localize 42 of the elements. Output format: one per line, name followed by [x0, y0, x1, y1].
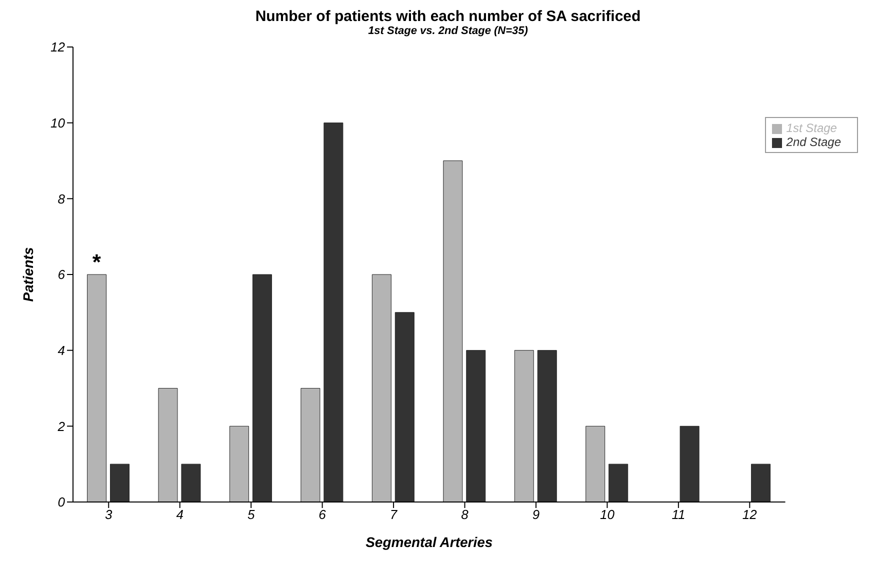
bar — [300, 388, 320, 502]
x-tick-label: 11 — [672, 507, 686, 522]
bar — [680, 426, 700, 502]
y-tick-label: 12 — [50, 40, 66, 55]
y-axis-title: Patients — [20, 247, 36, 302]
bar — [537, 350, 557, 502]
bar — [110, 464, 130, 502]
bar — [86, 274, 106, 502]
x-tick-label: 8 — [461, 507, 470, 522]
x-tick-label: 10 — [600, 507, 616, 522]
annotation: * — [92, 250, 102, 274]
x-tick-label: 5 — [247, 507, 256, 522]
chart-subtitle: 1st Stage vs. 2nd Stage (N=35) — [367, 25, 529, 37]
bar — [586, 426, 606, 502]
x-tick-label: 12 — [742, 507, 758, 522]
bar — [514, 350, 534, 502]
x-axis-title: Segmental Arteries — [366, 534, 493, 550]
y-tick-label: 2 — [56, 418, 66, 434]
bar — [394, 312, 414, 502]
bar — [466, 350, 486, 502]
legend-label: 2nd Stage — [786, 135, 841, 149]
bar — [158, 388, 178, 502]
x-tick-label: 3 — [104, 507, 113, 522]
y-tick-label: 10 — [50, 115, 66, 130]
y-tick-label: 8 — [58, 191, 66, 206]
bar — [252, 274, 272, 502]
bar — [181, 464, 201, 502]
x-tick-label: 9 — [532, 507, 540, 522]
bar — [229, 426, 249, 502]
bar — [751, 464, 771, 502]
y-tick-label: 6 — [58, 267, 66, 282]
x-tick-label: 7 — [390, 507, 398, 522]
bar — [443, 160, 463, 502]
bar — [324, 122, 344, 502]
x-tick-label: 4 — [176, 507, 184, 522]
y-tick-label: 0 — [58, 494, 66, 510]
y-tick-label: 4 — [58, 342, 65, 358]
bar — [372, 274, 392, 502]
x-tick-label: 6 — [318, 507, 327, 522]
chart-title: Number of patients with each number of SA sacrificed — [254, 8, 642, 25]
legend-label: 1st Stage — [786, 121, 837, 135]
bar — [608, 464, 628, 502]
